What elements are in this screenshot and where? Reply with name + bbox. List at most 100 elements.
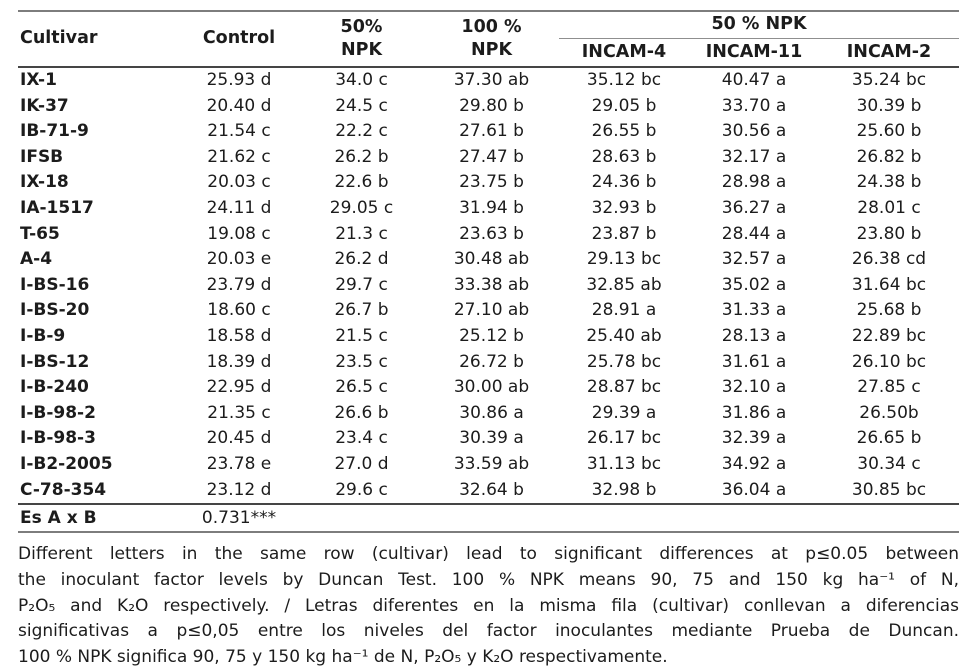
value-cell: 21.5 c — [335, 325, 388, 346]
table-row: IFSB 21.62 c 26.2 b 27.47 b 28.63 b 32.17 a 26… — [18, 145, 959, 171]
cultivar-name: I-B-240 — [20, 377, 89, 398]
value-cell: 23.4 c — [335, 428, 388, 449]
value-cell: 31.86 a — [721, 402, 787, 423]
value-cell: 35.02 a — [721, 274, 787, 295]
empty-cell — [819, 503, 959, 533]
value-cell: 30.39 b — [856, 95, 922, 116]
header-row-main: Cultivar Control 50% NPK 100 % NPK 50 % … — [18, 11, 959, 68]
value-cell: 30.48 ab — [453, 249, 530, 270]
value-cell: 35.24 bc — [851, 70, 927, 90]
value-cell: 28.01 c — [857, 197, 921, 218]
footnote-line: the inoculant factor levels by Duncan Te… — [18, 569, 959, 590]
value-cell: 20.40 d — [206, 95, 272, 116]
value-cell: 25.12 b — [459, 325, 524, 346]
header-row-sub: INCAM-4 INCAM-11 INCAM-2 — [18, 38, 959, 68]
value-cell: 26.50b — [859, 402, 919, 423]
value-cell: 23.78 e — [206, 453, 272, 474]
value-cell: 21.3 c — [335, 223, 388, 244]
cultivar-name: IK-37 — [20, 95, 69, 116]
value-cell: 29.7 c — [335, 274, 388, 295]
value-cell: 36.27 a — [721, 197, 787, 218]
value-cell: 24.5 c — [335, 95, 388, 116]
empty-cell — [689, 503, 819, 533]
value-cell: 21.35 c — [207, 402, 271, 423]
table-row: I-B-240 22.95 d 26.5 c 30.00 ab 28.87 bc 32.1… — [18, 375, 959, 401]
value-cell: 31.61 a — [721, 351, 787, 372]
table-row: IK-37 20.40 d 24.5 c 29.80 b 29.05 b 33.70 a 3… — [18, 94, 959, 120]
header-control: Control — [179, 11, 299, 68]
value-cell: 28.87 bc — [586, 377, 662, 398]
value-cell: 28.98 a — [721, 172, 787, 193]
cultivar-name: I-B2-2005 — [20, 453, 113, 474]
value-cell: 25.60 b — [856, 121, 922, 142]
value-cell: 26.55 b — [591, 121, 657, 142]
value-cell: 27.85 c — [857, 377, 921, 398]
table-row: IX-18 20.03 c 22.6 b 23.75 b 24.36 b 28.98 a 2… — [18, 170, 959, 196]
value-cell: 23.75 b — [459, 172, 524, 193]
value-cell: 25.78 bc — [586, 351, 662, 372]
table-row: I-B-98-2 21.35 c 26.6 b 30.86 a 29.39 a 31.86… — [18, 401, 959, 427]
value-cell: 24.11 d — [206, 197, 272, 218]
cultivar-name: I-B-98-2 — [20, 402, 96, 423]
value-cell: 26.5 c — [335, 377, 388, 398]
value-cell: 29.6 c — [335, 479, 388, 500]
header-100-npk: 100 % NPK — [424, 11, 559, 68]
value-cell: 35.12 bc — [586, 70, 662, 90]
table-row: IB-71-9 21.54 c 22.2 c 27.61 b 26.55 b 30.56 … — [18, 119, 959, 145]
value-cell: 31.13 bc — [586, 453, 662, 474]
table-footer-row: Es A x B 0.731*** — [18, 503, 959, 533]
cultivar-name: I-BS-12 — [20, 351, 90, 372]
cultivar-name: C-78-354 — [20, 479, 107, 500]
value-cell: 27.10 ab — [453, 300, 530, 321]
value-cell: 32.93 b — [591, 197, 657, 218]
value-cell: 23.80 b — [856, 223, 922, 244]
table-row: I-B-9 18.58 d 21.5 c 25.12 b 25.40 ab 28.13 a… — [18, 324, 959, 350]
results-table: Cultivar Control 50% NPK 100 % NPK 50 % … — [18, 10, 959, 534]
table-row: I-BS-12 18.39 d 23.5 c 26.72 b 25.78 bc 31.61… — [18, 350, 959, 376]
cultivar-name: I-B-9 — [20, 325, 66, 346]
value-cell: 29.80 b — [459, 95, 524, 116]
value-cell: 32.39 a — [721, 428, 787, 449]
value-cell: 27.61 b — [459, 121, 524, 142]
value-cell: 25.40 ab — [586, 325, 662, 346]
value-cell: 32.98 b — [591, 479, 657, 500]
value-cell: 22.89 bc — [851, 325, 927, 346]
value-cell: 32.85 ab — [586, 274, 662, 295]
value-cell: 33.70 a — [721, 95, 787, 116]
empty-cell — [424, 503, 559, 533]
cultivar-name: IB-71-9 — [20, 121, 89, 142]
value-cell: 26.2 d — [334, 249, 389, 270]
value-cell: 22.95 d — [206, 377, 272, 398]
value-cell: 21.54 c — [207, 121, 271, 142]
value-cell: 27.47 b — [459, 146, 524, 167]
cultivar-name: IX-1 — [20, 70, 57, 90]
footer-label: Es A x B — [18, 503, 179, 533]
cultivar-name: I-BS-20 — [20, 300, 90, 321]
value-cell: 34.92 a — [721, 453, 787, 474]
value-cell: 23.12 d — [206, 479, 272, 500]
value-cell: 31.64 bc — [851, 274, 927, 295]
value-cell: 23.63 b — [459, 223, 524, 244]
value-cell: 31.33 a — [721, 300, 787, 321]
value-cell: 30.85 bc — [851, 479, 927, 500]
value-cell: 21.62 c — [207, 146, 271, 167]
value-cell: 18.39 d — [206, 351, 272, 372]
value-cell: 36.04 a — [721, 479, 787, 500]
cultivar-name: A-4 — [20, 249, 53, 270]
value-cell: 30.34 c — [857, 453, 921, 474]
value-cell: 26.72 b — [459, 351, 524, 372]
value-cell: 20.45 d — [206, 428, 272, 449]
value-cell: 33.38 ab — [453, 274, 530, 295]
value-cell: 23.87 b — [591, 223, 657, 244]
value-cell: 26.2 b — [334, 146, 389, 167]
table-row: C-78-354 23.12 d 29.6 c 32.64 b 32.98 b 36.04… — [18, 478, 959, 505]
value-cell: 24.36 b — [591, 172, 657, 193]
value-cell: 32.10 a — [721, 377, 787, 398]
value-cell: 33.59 ab — [453, 453, 530, 474]
value-cell: 32.57 a — [721, 249, 787, 270]
table-row: I-BS-16 23.79 d 29.7 c 33.38 ab 32.85 ab 35.0… — [18, 273, 959, 299]
value-cell: 28.44 a — [721, 223, 787, 244]
value-cell: 40.47 a — [721, 70, 787, 90]
table-row: T-65 19.08 c 21.3 c 23.63 b 23.87 b 28.44 a 23… — [18, 222, 959, 248]
